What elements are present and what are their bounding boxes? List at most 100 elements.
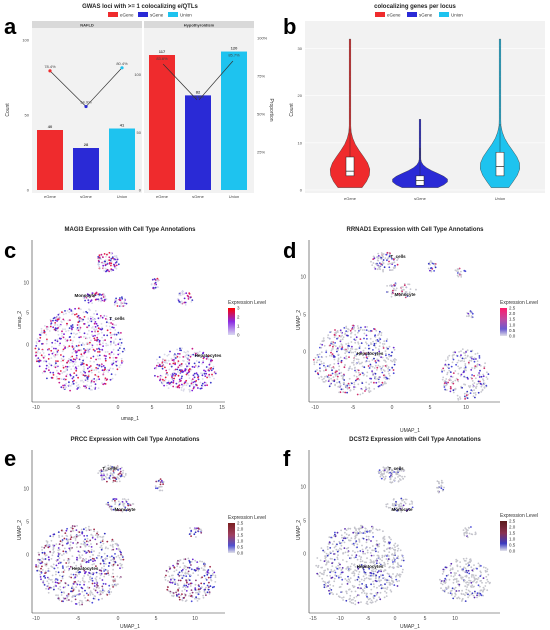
umap-point <box>109 465 112 467</box>
umap-point <box>49 579 52 581</box>
legend-title: Expression Level <box>500 300 538 306</box>
umap-point <box>75 529 78 531</box>
umap-point <box>361 560 364 563</box>
umap-point <box>205 572 208 574</box>
umap-point <box>59 338 62 340</box>
umap-point <box>177 573 180 576</box>
umap-point <box>459 561 461 563</box>
umap-point <box>472 385 475 388</box>
umap-point <box>389 467 392 470</box>
umap-point <box>343 537 345 540</box>
umap-point <box>57 571 60 574</box>
umap-point <box>381 384 384 387</box>
umap-point <box>453 595 456 598</box>
umap-point <box>337 564 340 567</box>
umap-point <box>57 551 60 554</box>
umap-point <box>178 364 181 367</box>
legend-tick: 0 <box>237 333 240 338</box>
umap-point <box>349 539 352 542</box>
umap-point <box>452 391 455 394</box>
umap-point <box>182 575 185 578</box>
umap-point <box>68 561 71 564</box>
umap-point <box>90 549 93 551</box>
umap-point <box>42 352 45 354</box>
umap-point <box>205 358 208 360</box>
umap-point <box>96 336 99 339</box>
umap-point <box>467 596 469 599</box>
legend-tick: 2.5 <box>509 306 516 311</box>
umap-point <box>79 546 82 548</box>
umap-point <box>385 340 388 342</box>
umap-point <box>169 383 172 386</box>
umap-point <box>35 564 37 566</box>
umap-point <box>465 351 467 353</box>
umap-point <box>455 590 458 592</box>
umap-point <box>337 353 340 356</box>
umap-point <box>378 596 381 599</box>
umap-point <box>112 479 115 482</box>
umap-point <box>459 398 462 400</box>
umap-point <box>353 544 356 547</box>
umap-point <box>91 554 94 556</box>
umap-point <box>103 532 106 535</box>
umap-point <box>361 382 364 384</box>
umap-point <box>477 584 480 587</box>
umap-point <box>354 329 357 332</box>
umap-point <box>465 563 467 565</box>
umap-point <box>203 561 206 564</box>
umap-point <box>88 545 90 548</box>
umap-point <box>39 334 42 336</box>
umap-point <box>64 310 66 312</box>
umap-point <box>376 544 379 546</box>
umap-point <box>156 364 158 367</box>
umap-point <box>110 373 113 376</box>
umap-point <box>396 259 398 261</box>
umap-point <box>52 546 55 548</box>
umap-point <box>93 386 96 389</box>
umap-point <box>45 564 48 567</box>
umap-point <box>72 312 74 315</box>
umap-point <box>475 533 477 535</box>
umap-point <box>367 344 370 347</box>
umap-point <box>106 555 109 557</box>
umap-point <box>94 577 97 580</box>
umap-point <box>473 357 476 359</box>
umap-point <box>484 585 487 587</box>
umap-point <box>62 313 65 316</box>
umap-point <box>391 366 394 369</box>
umap-point <box>117 500 120 503</box>
umap-point <box>192 572 195 574</box>
umap-point <box>203 372 206 375</box>
umap-point <box>326 546 329 548</box>
umap-point <box>81 355 84 358</box>
umap-point <box>485 376 488 378</box>
umap-point <box>317 566 319 569</box>
umap-point <box>43 584 46 586</box>
umap-point <box>118 341 121 344</box>
umap-point <box>76 327 79 329</box>
umap-point <box>62 336 65 339</box>
umap-point <box>460 350 462 352</box>
umap-point <box>355 362 358 365</box>
umap-point <box>344 333 346 336</box>
umap-point <box>366 375 368 377</box>
umap-point <box>197 597 200 600</box>
umap-point <box>110 270 113 272</box>
umap-point <box>71 355 74 358</box>
umap-point <box>383 555 386 558</box>
umap-point <box>78 573 80 575</box>
umap-point <box>48 544 51 547</box>
umap-point <box>197 574 200 576</box>
umap-point <box>91 563 94 566</box>
umap-point <box>188 370 191 373</box>
umap-point <box>196 527 198 530</box>
umap-point <box>87 549 90 552</box>
umap-point <box>97 371 100 373</box>
umap-point <box>399 575 401 578</box>
umap-point <box>159 478 162 480</box>
umap-point <box>474 590 476 593</box>
umap-point <box>183 351 186 353</box>
umap-point <box>103 378 106 381</box>
umap-point <box>98 593 101 596</box>
bar-egene <box>149 55 175 190</box>
